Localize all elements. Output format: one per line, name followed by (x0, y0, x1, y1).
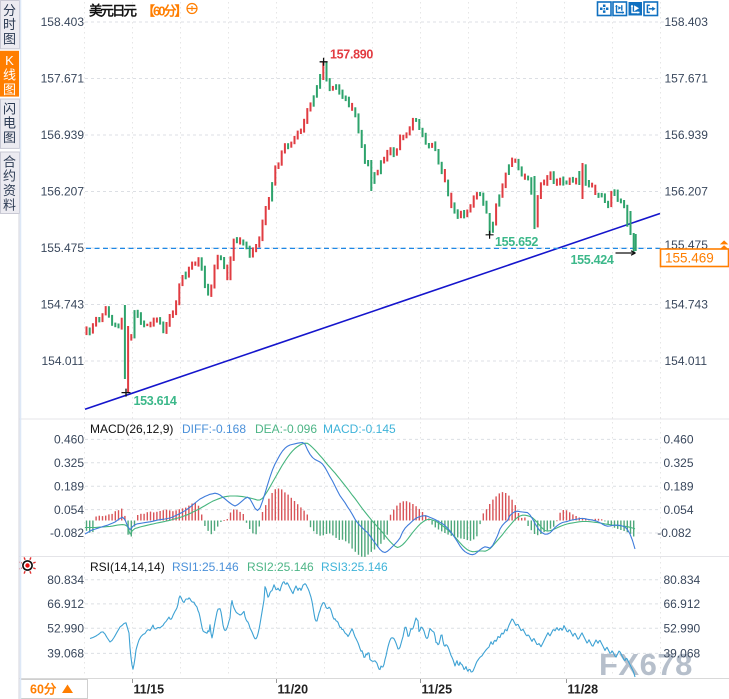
svg-text:11/15: 11/15 (134, 683, 165, 697)
svg-text:0.189: 0.189 (664, 479, 694, 493)
svg-text:155.424: 155.424 (571, 253, 614, 267)
svg-text:料: 料 (3, 198, 16, 213)
svg-text:80.834: 80.834 (664, 573, 701, 587)
svg-text:图: 图 (3, 82, 16, 97)
svg-text:-0.082: -0.082 (657, 526, 691, 540)
svg-text:153.614: 153.614 (134, 394, 177, 408)
svg-text:52.990: 52.990 (664, 621, 701, 635)
svg-text:RSI(14,14,14): RSI(14,14,14) (90, 560, 165, 574)
svg-text:154.011: 154.011 (665, 354, 708, 368)
svg-text:155.475: 155.475 (41, 241, 85, 255)
svg-text:154.011: 154.011 (42, 354, 85, 368)
svg-text:FX678: FX678 (599, 647, 693, 682)
svg-text:156.207: 156.207 (41, 185, 85, 199)
svg-text:MACD:-0.145: MACD:-0.145 (323, 422, 396, 436)
svg-text:RSI1:25.146: RSI1:25.146 (172, 560, 239, 574)
svg-text:156.939: 156.939 (665, 128, 709, 142)
svg-text:合: 合 (3, 154, 16, 169)
svg-text:157.890: 157.890 (330, 48, 373, 62)
svg-text:K: K (5, 53, 14, 68)
svg-text:11/25: 11/25 (422, 683, 453, 697)
svg-text:0.460: 0.460 (664, 433, 694, 447)
svg-text:154.743: 154.743 (41, 298, 85, 312)
svg-text:157.671: 157.671 (41, 72, 85, 86)
svg-text:DIFF:-0.168: DIFF:-0.168 (182, 422, 246, 436)
svg-text:MACD(26,12,9): MACD(26,12,9) (90, 422, 173, 436)
svg-text:39.068: 39.068 (47, 647, 84, 661)
svg-text:分: 分 (3, 3, 16, 18)
svg-text:157.671: 157.671 (665, 72, 709, 86)
svg-text:60分: 60分 (30, 682, 57, 697)
svg-text:RSI3:25.146: RSI3:25.146 (321, 560, 388, 574)
svg-text:美元日元: 美元日元 (89, 3, 137, 19)
svg-text:80.834: 80.834 (47, 573, 84, 587)
svg-text:闪: 闪 (3, 101, 16, 116)
svg-text:RSI2:25.146: RSI2:25.146 (247, 560, 314, 574)
svg-text:155.469: 155.469 (665, 251, 714, 266)
svg-text:11/20: 11/20 (278, 683, 309, 697)
svg-text:66.912: 66.912 (664, 597, 701, 611)
svg-text:线: 线 (3, 68, 16, 83)
svg-text:DEA:-0.096: DEA:-0.096 (255, 422, 317, 436)
svg-text:0.054: 0.054 (664, 503, 694, 517)
svg-text:约: 约 (3, 169, 16, 184)
svg-text:0.460: 0.460 (54, 433, 84, 447)
svg-text:158.403: 158.403 (665, 15, 709, 29)
svg-text:52.990: 52.990 (47, 621, 84, 635)
svg-text:156.939: 156.939 (41, 128, 85, 142)
svg-text:0.325: 0.325 (664, 456, 694, 470)
svg-text:电: 电 (3, 116, 16, 131)
svg-text:图: 图 (3, 130, 16, 145)
svg-text:0.325: 0.325 (54, 456, 84, 470)
svg-text:39.068: 39.068 (664, 647, 701, 661)
svg-text:0.189: 0.189 (54, 479, 84, 493)
svg-text:155.652: 155.652 (495, 235, 538, 249)
svg-text:-0.082: -0.082 (50, 526, 84, 540)
svg-text:11/28: 11/28 (568, 683, 599, 697)
svg-text:158.403: 158.403 (41, 15, 85, 29)
svg-text:图: 图 (3, 32, 16, 47)
svg-text:【60分】: 【60分】 (142, 4, 185, 19)
svg-text:66.912: 66.912 (47, 597, 84, 611)
svg-text:0.054: 0.054 (54, 503, 84, 517)
svg-text:资: 资 (3, 183, 16, 198)
svg-text:154.743: 154.743 (665, 298, 709, 312)
svg-text:时: 时 (3, 17, 16, 32)
svg-text:156.207: 156.207 (665, 185, 709, 199)
